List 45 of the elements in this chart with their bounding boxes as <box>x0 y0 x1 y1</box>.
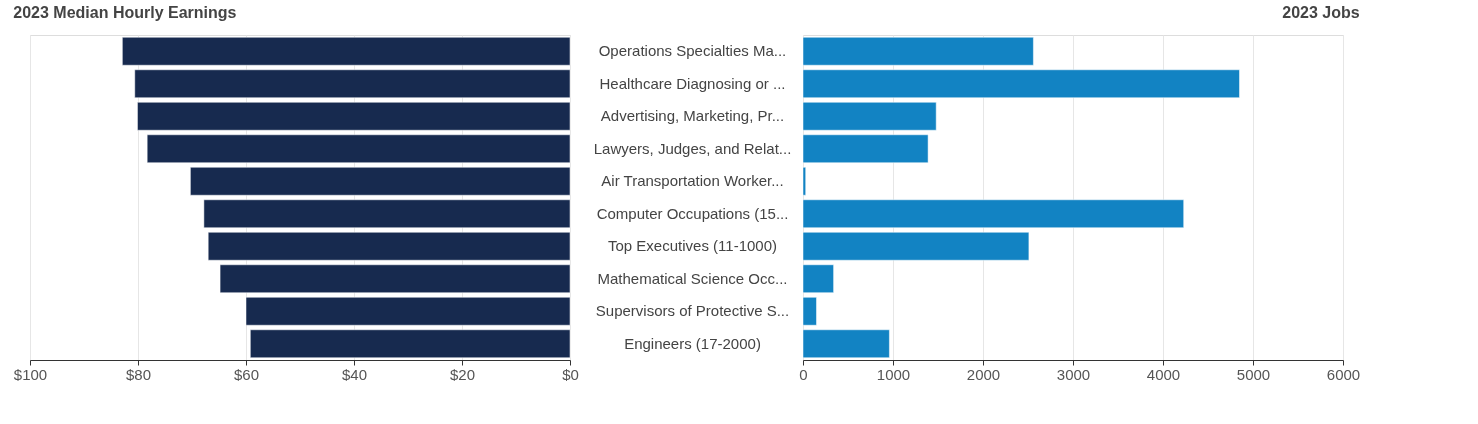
bar <box>245 297 571 326</box>
x-tick-label: 2000 <box>966 365 1001 383</box>
bar <box>802 102 937 131</box>
bar <box>802 134 929 163</box>
chart-title: 2023 Median Hourly Earnings <box>13 4 237 21</box>
y-tick-label: Engineers (17-2000) <box>624 334 761 352</box>
chart-title: 2023 Jobs <box>1282 4 1360 21</box>
bar <box>802 264 834 293</box>
y-tick-label: Air Transportation Worker... <box>601 172 784 190</box>
bar <box>250 329 571 358</box>
x-tick-label: 5000 <box>1236 365 1271 383</box>
y-tick-label: Advertising, Marketing, Pr... <box>600 107 785 125</box>
bar <box>137 102 571 131</box>
bar <box>802 232 1030 261</box>
x-tick-label: 6000 <box>1326 365 1361 383</box>
bar <box>802 297 817 326</box>
bar <box>207 232 571 261</box>
bar <box>190 167 571 196</box>
y-tick-label: Mathematical Science Occ... <box>597 269 788 287</box>
bar <box>802 167 806 196</box>
y-tick-label: Top Executives (11-1000) <box>608 237 777 255</box>
x-tick-label: 1000 <box>876 365 911 383</box>
y-tick-label: Computer Occupations (15... <box>596 204 789 222</box>
bar <box>802 37 1034 66</box>
y-tick-label: Operations Specialties Ma... <box>598 42 787 60</box>
x-tick-label: $80 <box>125 365 152 383</box>
x-tick-label: $100 <box>13 365 48 383</box>
bar <box>802 69 1240 98</box>
bar <box>134 69 571 98</box>
bar <box>146 134 571 163</box>
y-tick-label: Lawyers, Judges, and Relat... <box>593 139 792 157</box>
x-tick-label: $20 <box>449 365 476 383</box>
bar <box>802 199 1184 228</box>
x-tick-label: $60 <box>233 365 260 383</box>
bar <box>122 37 571 66</box>
x-tick-label: $40 <box>341 365 368 383</box>
bar <box>203 199 571 228</box>
x-tick-label: 4000 <box>1146 365 1181 383</box>
x-tick-label: 0 <box>799 365 808 383</box>
bar <box>219 264 571 293</box>
y-tick-label: Supervisors of Protective S... <box>595 302 790 320</box>
y-tick-label: Healthcare Diagnosing or ... <box>599 74 786 92</box>
x-tick-label: 3000 <box>1056 365 1091 383</box>
bar <box>802 329 890 358</box>
x-tick-label: $0 <box>562 365 579 383</box>
